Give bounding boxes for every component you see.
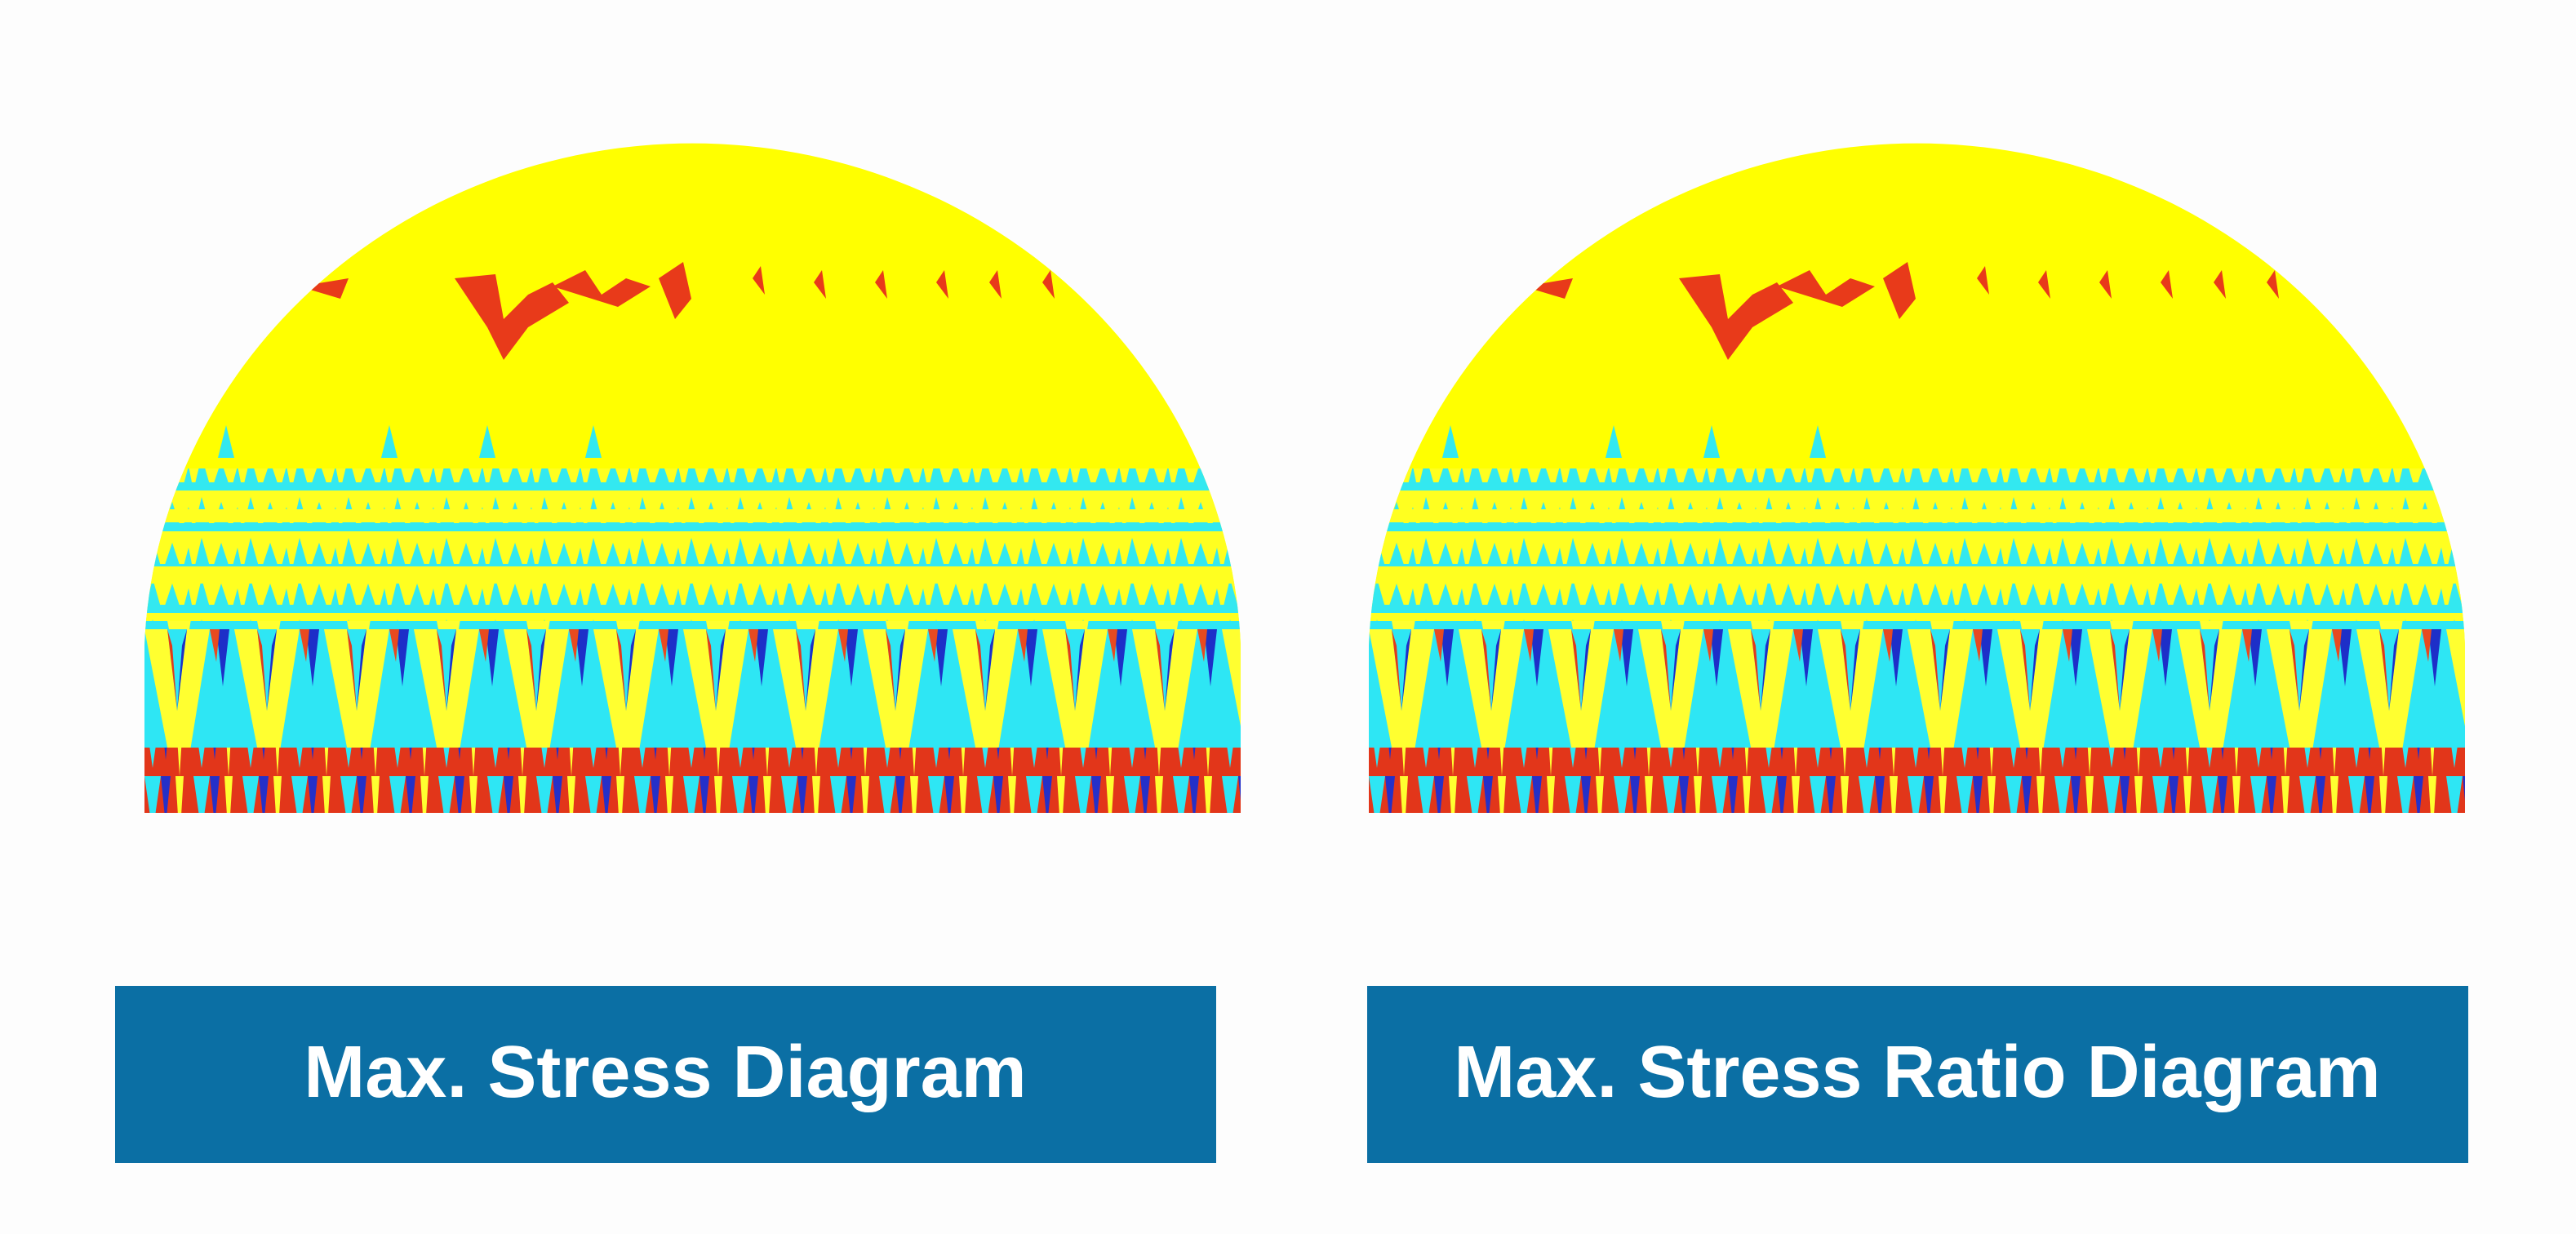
- label-box: [1367, 986, 2468, 1163]
- stress-ratio-dome: [1369, 123, 2465, 813]
- label-box: [115, 986, 1216, 1163]
- panel-label: Max. Stress Diagram: [304, 1032, 1026, 1113]
- stress-dome: [144, 123, 1241, 813]
- panel-label: Max. Stress Ratio Diagram: [1454, 1032, 2380, 1113]
